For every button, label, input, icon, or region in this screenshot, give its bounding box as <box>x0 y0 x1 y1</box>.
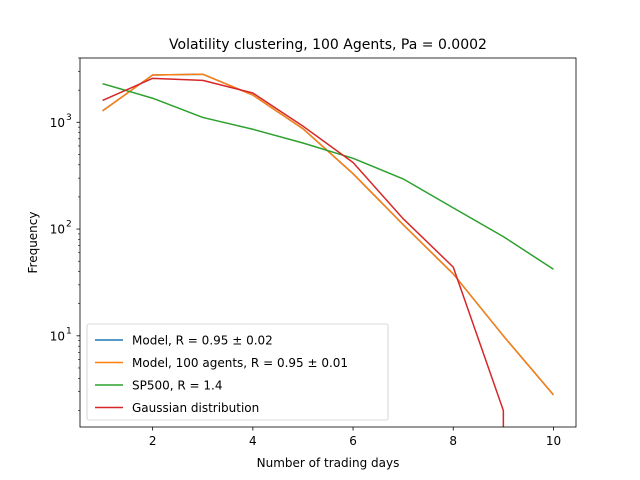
series-line-4 <box>102 77 505 427</box>
x-tick-label: 2 <box>149 434 157 448</box>
y-tick-label: 10 <box>50 223 65 237</box>
legend-label: Model, R = 0.95 ± 0.02 <box>132 334 273 348</box>
legend-label: SP500, R = 1.4 <box>132 379 223 393</box>
chart-title: Volatility clustering, 100 Agents, Pa = … <box>169 37 487 53</box>
y-tick-label: 10 <box>50 329 65 343</box>
legend: Model, R = 0.95 ± 0.02 Model, 100 agents,… <box>86 323 389 421</box>
x-tick-label: 6 <box>349 434 357 448</box>
y-tick-exponent: 2 <box>66 220 72 230</box>
x-tick-label: 10 <box>546 434 561 448</box>
legend-label: Model, 100 agents, R = 0.95 ± 0.01 <box>132 356 348 370</box>
series-line-3 <box>102 82 554 270</box>
x-axis: 2 4 6 8 10 <box>149 427 561 448</box>
x-axis-label: Number of trading days <box>257 456 400 470</box>
y-tick-exponent: 1 <box>66 326 72 336</box>
y-axis-label: Frequency <box>26 212 40 274</box>
axes-frame <box>79 57 577 428</box>
x-tick-label: 4 <box>249 434 257 448</box>
x-tick-label: 8 <box>449 434 457 448</box>
y-tick-exponent: 3 <box>66 113 72 123</box>
plot-lines <box>102 73 555 427</box>
y-tick-label: 10 <box>50 116 65 130</box>
legend-label: Gaussian distribution <box>132 401 259 415</box>
legend-frame <box>86 323 389 421</box>
